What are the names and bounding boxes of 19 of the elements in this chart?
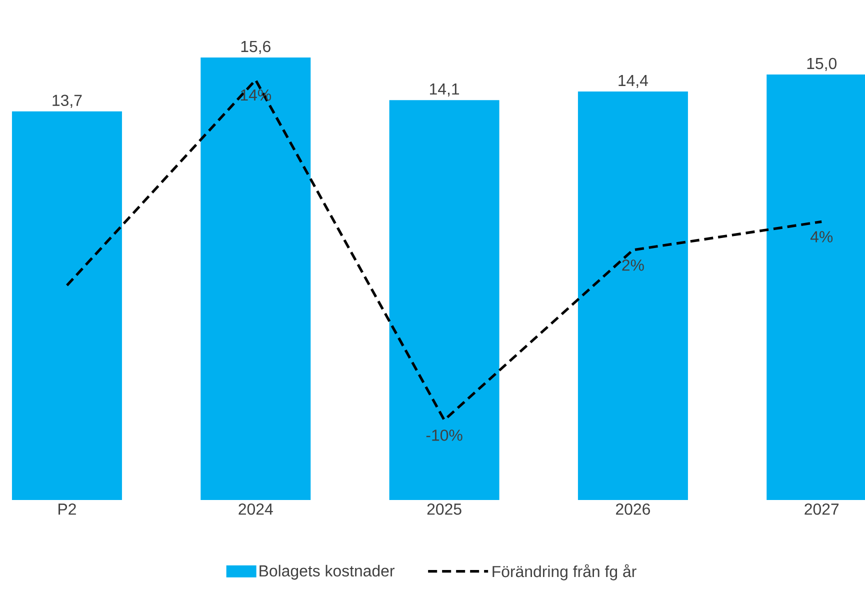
bar (12, 111, 122, 500)
data-label: -10% (426, 430, 462, 441)
data-label: 13,7 (52, 94, 82, 108)
data-label: 15,6 (241, 40, 270, 54)
x-tick-label: P2 (58, 504, 76, 515)
data-label: 4% (810, 231, 833, 242)
data-label: 14,1 (430, 84, 460, 97)
legend-label: Bolagets kostnader (260, 564, 394, 580)
data-label: 2% (622, 260, 644, 271)
x-tick-label: 2024 (238, 504, 273, 515)
bar (389, 100, 500, 500)
x-tick-label: 2026 (616, 504, 650, 515)
x-tick-label: 2027 (804, 504, 839, 515)
data-label: 15,0 (807, 58, 836, 72)
bar (200, 58, 311, 500)
bar (578, 92, 688, 500)
legend-label: Förändring från fg år (492, 564, 636, 580)
data-label: 14,4 (618, 75, 648, 88)
x-tick-label: 2025 (427, 504, 462, 515)
